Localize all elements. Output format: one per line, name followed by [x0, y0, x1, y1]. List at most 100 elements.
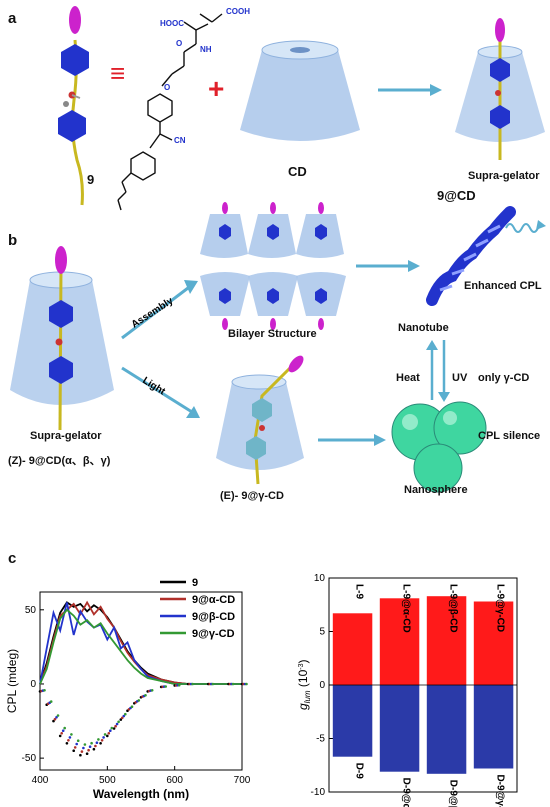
compound-9-label: 9: [87, 172, 95, 187]
cpl-dot-point: [130, 705, 134, 708]
x-axis-label: Wavelength (nm): [93, 787, 189, 801]
cpl-dot-point: [85, 752, 89, 755]
cpl-dot-point: [102, 736, 105, 739]
cpl-dot-point: [112, 727, 116, 730]
cpl-dot-point: [211, 682, 215, 686]
glum-bars: L-9 D-9 L-9@α-CD D-9@α-CD L-9@β-CD D-9@β-CD L-…: [329, 584, 517, 807]
cpl-legend: 9 9@α-CD 9@β-CD 9@γ-CD: [160, 577, 235, 640]
cpl-dot-point: [177, 683, 181, 687]
cpl-dot-point: [68, 736, 72, 739]
bar-bottom: [473, 685, 514, 769]
cpl-dot-point: [79, 753, 82, 757]
cpl-dot-point: [61, 729, 65, 732]
bilayer-structure: [200, 202, 346, 330]
cpl-dot-point: [231, 682, 235, 686]
panel-c-letter: c: [8, 550, 17, 567]
panel-a-letter: a: [8, 10, 17, 27]
cpl-dot-point: [67, 739, 70, 742]
cpl-dot-point: [114, 724, 117, 728]
e-isomer-gamma-cd: [216, 355, 304, 485]
9-at-cd-label: 9@CD: [437, 188, 476, 203]
assembly-label: Assembly: [130, 295, 176, 330]
cpl-dot-point: [92, 747, 96, 751]
panel-a-graphics: ≡ COOH HOOC O NH O CN +: [58, 6, 545, 211]
cpl-dot-point: [60, 732, 63, 735]
cpl-dot-point: [56, 714, 60, 717]
bar-top: [426, 596, 467, 685]
cpl-dot-point: [83, 743, 87, 746]
chem-amide-o: O: [176, 39, 182, 48]
cpl-dot-point: [49, 700, 53, 703]
cpl-dot-point: [109, 729, 112, 732]
cpl-dot-point: [191, 682, 194, 686]
arrow-to-nanosphere: [318, 434, 386, 446]
cpl-dot-point: [95, 741, 99, 744]
glum-y-tick-label: 10: [314, 573, 326, 584]
cpl-dot-point: [100, 739, 104, 742]
x-tick-label: 700: [234, 775, 251, 786]
bar-top-label: L-9: [354, 584, 365, 599]
hexagon-bottom: [58, 110, 86, 142]
equiv-symbol: ≡: [110, 58, 125, 88]
supra-gelator-b-label: Supra-gelator: [30, 430, 102, 442]
cpl-dot-point: [117, 720, 120, 724]
cpl-dot-point: [121, 716, 124, 720]
assembly-arrow: [121, 280, 198, 340]
cpl-dot-point: [65, 742, 69, 745]
plus-symbol: +: [208, 73, 224, 104]
bar-top: [332, 613, 373, 685]
legend-label: 9@α-CD: [192, 594, 235, 606]
arrow-a: [378, 84, 442, 96]
cpl-dot-point: [70, 733, 73, 736]
cpl-dot-point: [150, 689, 154, 692]
nanosphere: [391, 401, 487, 493]
cpl-dot-point: [76, 739, 80, 742]
chem-ether-o: O: [164, 83, 170, 92]
chemical-structure: [117, 13, 223, 211]
glum-y-tick-label: -10: [311, 787, 326, 798]
bilayer-structure-label: Bilayer Structure: [228, 328, 317, 340]
cpl-dot-point: [97, 738, 100, 741]
cpl-dot-point: [144, 694, 147, 697]
cpl-dot-point: [87, 748, 90, 752]
cpl-dot-point: [88, 745, 92, 748]
cpl-dot-point: [103, 733, 107, 736]
glum-y-tick-label: 5: [319, 627, 325, 638]
bar-bottom-label: D-9: [354, 763, 365, 780]
link-dot: [63, 101, 69, 107]
cd-label: CD: [288, 164, 307, 179]
cpl-dot-point: [115, 722, 119, 726]
cpl-dot-point: [72, 749, 75, 752]
heat-uv-arrows: [426, 340, 450, 402]
bar-top-label: L-9@γ-CD: [495, 584, 506, 632]
y-tick-label: -50: [22, 753, 37, 764]
enhanced-cpl-label: Enhanced CPL: [464, 280, 542, 292]
cpl-dot-point: [90, 741, 93, 745]
cpl-dot-point: [119, 718, 123, 721]
glum-y-tick-label: -5: [316, 734, 325, 745]
cpl-dot-point: [94, 744, 97, 748]
chem-cn: CN: [174, 136, 186, 145]
product-9-cd: [455, 18, 545, 160]
y-axis-label: CPL (mdeg): [5, 649, 19, 713]
y-tick-label: 50: [25, 605, 37, 616]
legend-label: 9@β-CD: [192, 611, 235, 623]
cpl-wave: [505, 223, 539, 233]
compound-9-cartoon: [58, 6, 89, 206]
panel-b-letter: b: [8, 232, 18, 249]
bar-top-label: L-9@α-CD: [401, 584, 412, 633]
cpl-dot-point: [107, 732, 111, 735]
cpl-dot-point: [43, 689, 46, 692]
cpl-silence-label: CPL silence: [478, 430, 541, 442]
glum-y-axis-label: glum (10-3): [296, 660, 312, 711]
heat-label: Heat: [396, 372, 420, 384]
bar-bottom: [426, 685, 467, 774]
chem-hooc: HOOC: [160, 19, 184, 28]
x-tick-label: 500: [99, 775, 116, 786]
chem-cooh: COOH: [226, 7, 250, 16]
cpl-dot-point: [52, 719, 55, 723]
nanotube-helix: [426, 206, 546, 306]
cpl-dot-point: [58, 734, 62, 738]
